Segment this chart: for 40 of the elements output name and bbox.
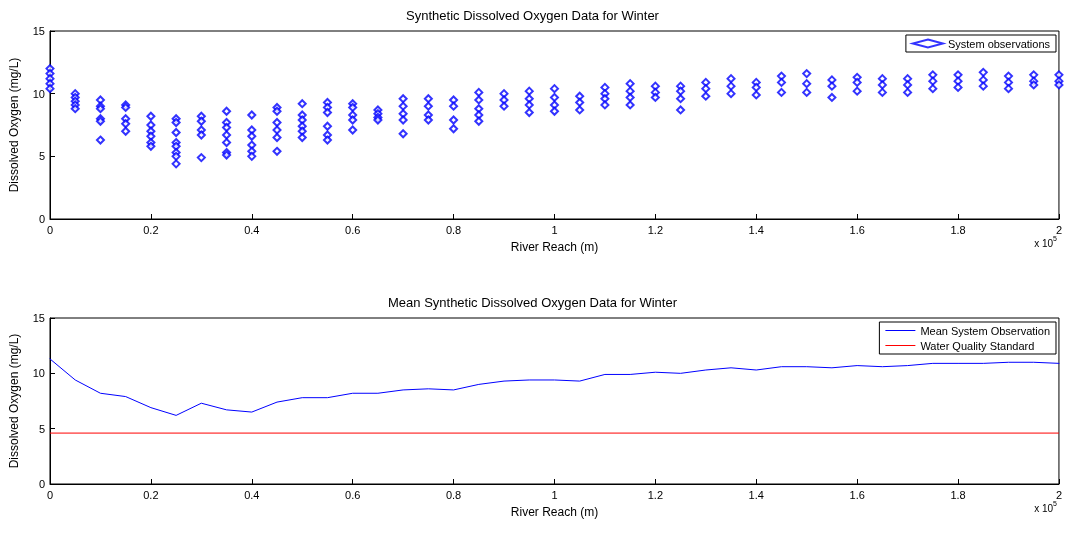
x-tick-label: 1.2 (647, 488, 664, 501)
x-tick-label: 1.8 (950, 488, 966, 501)
y-axis-title: Dissolved Oxygen (mg/L) (7, 57, 21, 193)
y-tick-label: 0 (38, 213, 45, 225)
x-tick-label: 0.8 (445, 488, 462, 501)
y-tick-label: 5 (38, 150, 45, 163)
x-tick-label: 1.6 (849, 223, 865, 236)
x-tick-label: 0.4 (244, 223, 260, 236)
x-axis-title: River Reach (m) (510, 505, 599, 519)
x-tick-label: 1 (551, 488, 558, 501)
y-tick-label: 10 (32, 367, 45, 380)
y-axis-title: Dissolved Oxygen (mg/L) (7, 333, 21, 469)
x-tick-label: 2 (1055, 488, 1062, 501)
y-tick-label: 5 (38, 422, 45, 435)
x-tick-label: 0 (46, 223, 54, 236)
chart-title: Synthetic Dissolved Oxygen Data for Winter (406, 8, 660, 23)
y-tick-label: 15 (32, 312, 45, 324)
x-tick-label: 0.2 (143, 488, 159, 501)
x-tick-label: 0.6 (345, 223, 361, 236)
legend-label: Water Quality Standard (920, 339, 1035, 352)
x-tick-label: 0.4 (244, 488, 260, 501)
x-tick-label: 1.4 (748, 488, 764, 501)
x-tick-label: 1 (551, 223, 558, 236)
legend-label: System observations (947, 37, 1051, 50)
chart-title: Mean Synthetic Dissolved Oxygen Data for Winter (387, 295, 678, 310)
x-tick-label: 0.2 (143, 223, 159, 236)
x-tick-label: 2 (1055, 223, 1062, 236)
y-tick-label: 15 (32, 25, 45, 37)
x-tick-label: 0 (46, 488, 54, 501)
x-tick-label: 1.6 (849, 488, 865, 501)
x-tick-label: 0.8 (445, 223, 462, 236)
line-series (49, 358, 1060, 416)
y-tick-label: 0 (38, 478, 45, 490)
x-tick-label: 1.2 (647, 223, 664, 236)
legend-label: Mean System Observation (920, 324, 1051, 337)
x-axis-title: River Reach (m) (510, 240, 599, 254)
x-tick-label: 1.4 (748, 223, 764, 236)
x-tick-label: 0.6 (345, 488, 361, 501)
y-tick-label: 10 (32, 87, 45, 100)
x-tick-label: 1.8 (950, 223, 966, 236)
